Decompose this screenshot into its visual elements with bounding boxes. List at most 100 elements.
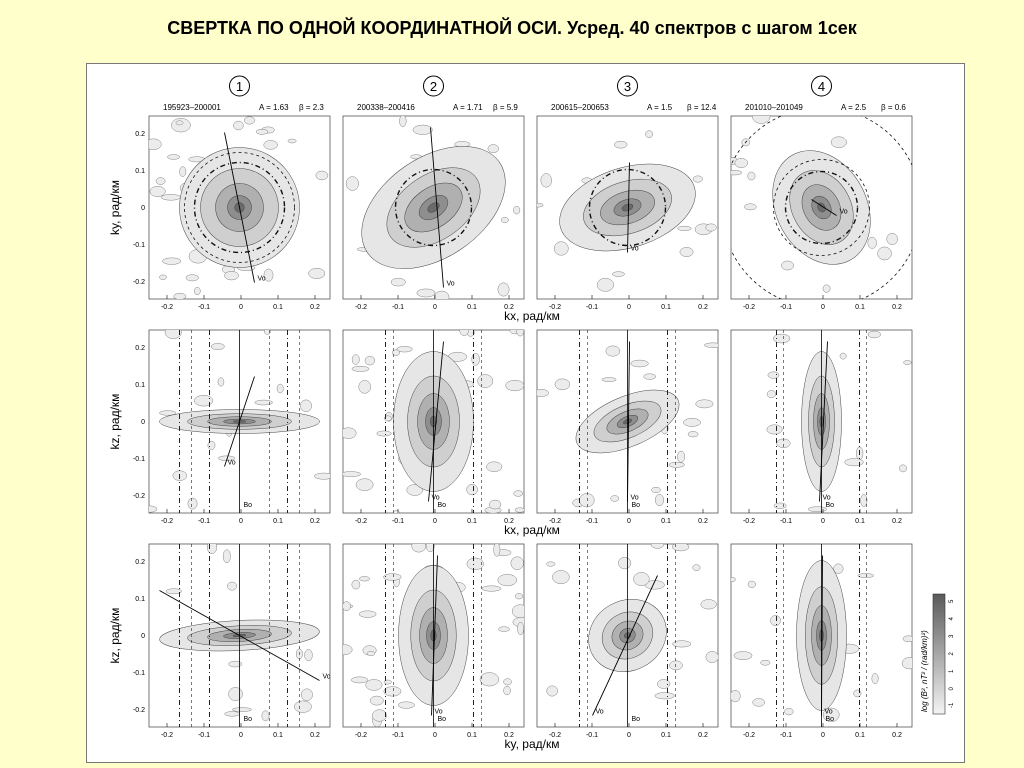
x-tick-label: -0.1 — [198, 732, 210, 739]
x-tick-label: -0.1 — [392, 518, 404, 525]
contour-blob — [254, 399, 273, 406]
contour-blob — [731, 577, 736, 582]
v0-vector — [811, 199, 837, 216]
contour-blob — [700, 599, 717, 610]
spectrum-panel: Bo Vo -0.2 -0.1 0 0.1 0.2 0.2 0.1 0 -0.1 -0.2 — [133, 329, 331, 525]
v0-vector — [224, 376, 255, 467]
contour-blob — [149, 186, 166, 197]
contour-blob — [677, 225, 692, 231]
dashed-circle — [184, 152, 295, 263]
contour-blob — [860, 494, 868, 507]
colorbar-tick: 0 — [949, 687, 955, 691]
contour-blob — [358, 380, 371, 394]
contour-blob — [833, 563, 844, 574]
colorbar-tick: 4 — [949, 617, 955, 621]
contour-blob — [677, 450, 685, 463]
contour-blob — [390, 277, 406, 287]
contour-blob — [692, 175, 703, 183]
y-tick-label: 0 — [141, 633, 145, 640]
contour-blob — [731, 690, 741, 703]
x-tick-label: 0 — [433, 304, 437, 311]
contour-blob — [162, 257, 182, 265]
contour-blob — [886, 233, 898, 245]
x-tick-label: 0.1 — [467, 304, 477, 311]
contour-level — [817, 202, 826, 213]
contour-blob — [540, 173, 552, 188]
contour-blob — [554, 378, 571, 391]
x-tick-label: 0.1 — [273, 518, 283, 525]
x-tick-label: 0.2 — [310, 304, 320, 311]
contour-blob — [425, 544, 435, 553]
contour-blob — [857, 573, 874, 578]
contour-blob — [383, 686, 402, 697]
x-tick-label: 0.1 — [661, 304, 671, 311]
contour-blob — [546, 685, 558, 697]
contour-blob — [392, 510, 400, 513]
contour-blob — [345, 176, 359, 191]
x-tick-label: 0.2 — [892, 304, 902, 311]
x-tick-label: 0 — [627, 518, 631, 525]
contour-blob — [614, 140, 628, 149]
contour-blob — [187, 497, 198, 510]
contour-blob — [159, 410, 177, 416]
contour-blob — [643, 373, 656, 380]
column-beta-value: β = 12.4 — [687, 103, 717, 112]
contour-blob — [770, 615, 781, 626]
x-tick-label: -0.1 — [780, 732, 792, 739]
row-y-axis-label: kz, рад/км — [108, 394, 122, 450]
column-number-circle — [229, 75, 250, 97]
x-tick-label: 0 — [239, 304, 243, 311]
contour-blob — [466, 557, 484, 570]
x-tick-label: 0 — [821, 518, 825, 525]
x-tick-label: -0.1 — [586, 732, 598, 739]
contour-blob — [207, 440, 216, 450]
contour-blob — [263, 268, 274, 282]
contour-group: Vo — [537, 130, 717, 292]
contour-blob — [228, 660, 243, 668]
contour-blob — [194, 395, 214, 407]
colorbar-tick: 5 — [949, 599, 955, 603]
x-tick-label: 0.1 — [467, 732, 477, 739]
b0-label: Bo — [438, 502, 447, 509]
contour-blob — [511, 604, 524, 618]
contour-blob — [747, 580, 756, 588]
x-tick-label: -0.1 — [586, 304, 598, 311]
contour-blob — [773, 333, 791, 344]
column-a-value: A = 1.63 — [259, 103, 289, 112]
x-tick-label: -0.2 — [549, 732, 561, 739]
contour-blob — [683, 418, 701, 427]
contour-blob — [781, 260, 794, 271]
v0-vector — [627, 162, 630, 253]
contour-blob — [486, 461, 503, 472]
x-tick-label: 0.1 — [855, 304, 865, 311]
x-tick-label: -0.2 — [161, 304, 173, 311]
contour-blob — [399, 116, 407, 127]
contour-blob — [734, 158, 748, 168]
column-number: 3 — [624, 79, 631, 94]
v0-vector — [428, 341, 444, 502]
contour-blob — [645, 130, 653, 138]
dashed-circle — [773, 159, 870, 256]
y-tick-label: 0 — [141, 205, 145, 212]
colorbar-tick: 3 — [949, 634, 955, 638]
figure-canvas: 1 195923–200001 A = 1.63 β = 2.3 2 200338–200… — [108, 75, 955, 751]
y-tick-label: 0.2 — [135, 131, 145, 138]
contour-blob — [596, 277, 614, 292]
contour-blob — [516, 330, 524, 337]
contour-blob — [537, 202, 544, 208]
colorbar — [932, 593, 946, 715]
contour-blob — [654, 692, 675, 700]
x-tick-label: -0.1 — [198, 518, 210, 525]
contour-blob — [510, 556, 524, 570]
contour-blob — [537, 389, 549, 397]
contour-blob — [610, 495, 620, 502]
contour-blob — [692, 564, 701, 571]
contour-blob — [830, 136, 847, 148]
contour-blob — [612, 271, 625, 277]
v0-vector — [430, 127, 444, 288]
contour-blob — [839, 352, 847, 360]
contour-blob — [210, 343, 225, 350]
contour-blob — [384, 415, 392, 422]
contour-blob — [416, 288, 436, 298]
contour-blob — [605, 345, 621, 357]
